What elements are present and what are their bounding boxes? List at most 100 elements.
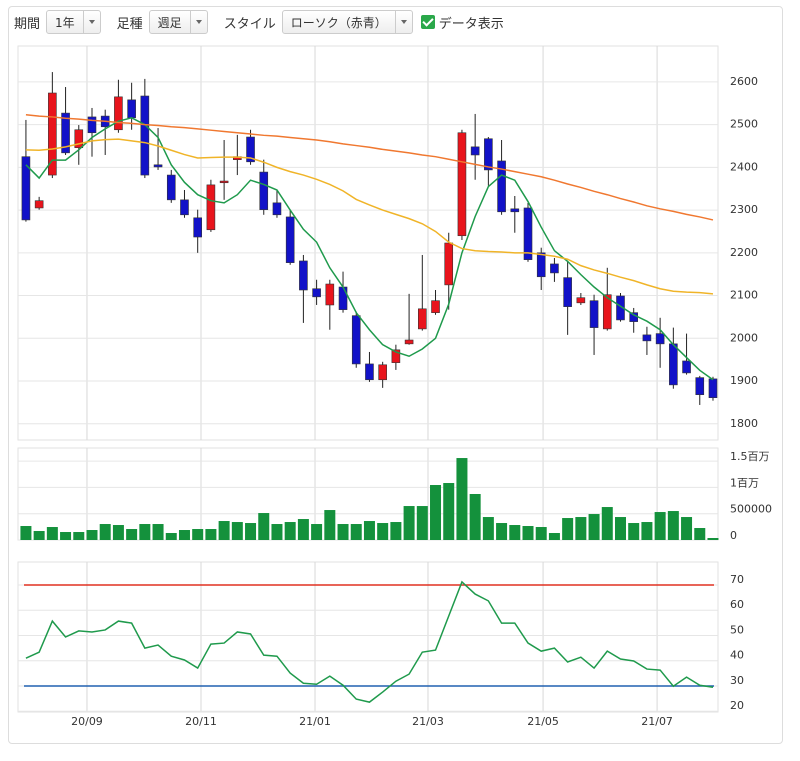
dropdown-arrow <box>394 11 412 33</box>
y-tick-label: 1800 <box>730 417 758 430</box>
moving-average-line <box>25 114 714 221</box>
volume-bar <box>245 523 257 540</box>
y-tick-label: 50 <box>730 623 744 636</box>
volume-bar <box>707 538 719 540</box>
volume-bar <box>482 517 494 540</box>
candle-body <box>246 136 255 163</box>
volume-bar <box>60 532 72 540</box>
candle-body <box>285 216 295 263</box>
volume-bar <box>469 494 481 540</box>
interval-label: 足種 <box>116 16 143 32</box>
y-tick-label: 2500 <box>730 118 758 131</box>
candle-body <box>431 300 440 313</box>
volume-bar <box>430 485 442 540</box>
y-tick-label: 1百万 <box>730 476 759 489</box>
candle-body <box>457 132 467 237</box>
candle-body <box>140 95 150 176</box>
candle-body <box>365 363 374 381</box>
candle-body <box>497 160 506 213</box>
candle-body <box>391 349 401 363</box>
volume-bar <box>126 529 138 540</box>
candle-body <box>484 138 493 171</box>
volume-bar <box>575 517 587 540</box>
x-tick-label: 21/01 <box>299 715 331 728</box>
volume-bar <box>139 524 151 540</box>
y-tick-label: 2400 <box>730 160 758 173</box>
volume-bar <box>350 524 362 540</box>
volume-bar <box>694 528 706 540</box>
x-tick-label: 21/05 <box>527 715 559 728</box>
candle-body <box>338 286 348 310</box>
candle-body <box>325 283 335 306</box>
volume-bar <box>86 530 98 540</box>
y-tick-label: 0 <box>730 529 737 542</box>
volume-bar <box>588 514 600 540</box>
volume-bar <box>218 521 230 540</box>
y-tick-label: 30 <box>730 674 744 687</box>
volume-bar <box>416 506 428 540</box>
volume-bar <box>377 523 389 540</box>
candle-body <box>34 200 44 209</box>
style-value: ローソク（赤青） <box>290 15 387 30</box>
volume-bar <box>99 524 111 540</box>
candle-body <box>708 378 718 398</box>
panel-border <box>17 45 719 441</box>
volume-bar <box>192 529 204 540</box>
style-label: スタイル <box>223 16 276 32</box>
volume-bar <box>641 522 653 540</box>
dropdown-arrow <box>82 11 100 33</box>
candle-body <box>114 96 123 131</box>
volume-bar <box>297 519 309 540</box>
candle-body <box>550 263 559 274</box>
candle-body <box>312 288 321 298</box>
candle-body <box>695 377 705 396</box>
volume-bar <box>324 510 336 540</box>
volume-bar <box>496 523 508 540</box>
volume-bar <box>178 530 190 540</box>
candle-body <box>470 146 480 156</box>
volume-bar <box>614 517 626 540</box>
volume-bar <box>112 525 124 540</box>
candle-body <box>523 207 533 260</box>
x-tick-label: 20/09 <box>71 715 103 728</box>
y-tick-label: 1.5百万 <box>730 450 770 463</box>
volume-bar <box>654 512 666 540</box>
y-tick-label: 2200 <box>730 246 758 259</box>
candle-body <box>669 343 678 386</box>
volume-bar <box>311 524 323 540</box>
candle-body <box>576 297 586 304</box>
volume-bar <box>509 525 521 540</box>
volume-bar <box>667 511 679 540</box>
y-tick-label: 2300 <box>730 203 758 216</box>
candle-body <box>655 333 665 345</box>
style-select[interactable]: ローソク（赤青） <box>281 10 413 34</box>
candle-body <box>193 217 202 238</box>
volume-bar <box>205 529 217 540</box>
volume-bar <box>390 522 402 540</box>
volume-bar <box>284 522 296 540</box>
volume-bar <box>73 532 85 540</box>
candle-body <box>48 92 57 176</box>
interval-select[interactable]: 週足 <box>148 10 208 34</box>
dropdown-arrow <box>189 11 207 33</box>
candle-body <box>602 294 612 330</box>
panel-border <box>17 561 719 713</box>
candle-body <box>153 164 163 168</box>
y-tick-label: 60 <box>730 598 744 611</box>
x-tick-label: 20/11 <box>185 715 217 728</box>
period-select[interactable]: 1年 <box>46 10 101 34</box>
volume-bar <box>456 458 468 540</box>
candle-body <box>166 174 176 201</box>
y-tick-label: 40 <box>730 649 744 662</box>
volume-bar <box>363 521 375 540</box>
rsi-line <box>25 580 714 703</box>
volume-bar <box>152 524 164 540</box>
candle-body <box>299 260 308 291</box>
volume-bar <box>20 526 32 540</box>
data-checkbox[interactable] <box>420 15 435 29</box>
volume-bar <box>443 483 455 540</box>
candle-body <box>589 300 599 328</box>
period-value: 1年 <box>55 15 75 30</box>
candle-body <box>61 112 70 154</box>
